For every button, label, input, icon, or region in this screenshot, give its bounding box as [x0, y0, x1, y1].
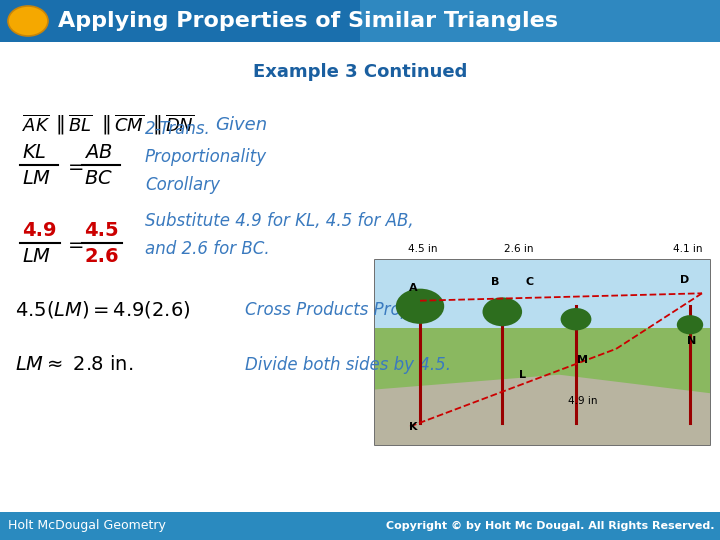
Text: L: L — [519, 370, 526, 380]
Text: 4.1 in: 4.1 in — [673, 244, 703, 254]
Text: Substitute 4.9 for KL, 4.5 for AB,
and 2.6 for BC.: Substitute 4.9 for KL, 4.5 for AB, and 2… — [145, 212, 413, 258]
FancyBboxPatch shape — [0, 512, 720, 540]
Ellipse shape — [8, 6, 48, 36]
Text: $\mathit{KL}$: $\mathit{KL}$ — [22, 143, 47, 161]
FancyBboxPatch shape — [375, 260, 710, 445]
Text: $\overline{\mathit{AK}}$: $\overline{\mathit{AK}}$ — [22, 114, 50, 136]
FancyBboxPatch shape — [0, 0, 720, 42]
Text: $4.5(\mathit{LM}) = 4.9(2.6)$: $4.5(\mathit{LM}) = 4.9(2.6)$ — [15, 300, 191, 321]
Text: D: D — [680, 275, 690, 285]
Text: C: C — [525, 277, 534, 287]
Text: 4.5 in: 4.5 in — [408, 244, 438, 254]
Text: Cross Products Prop.: Cross Products Prop. — [245, 301, 416, 319]
Text: $=$: $=$ — [64, 156, 84, 174]
Text: Example 3 Continued: Example 3 Continued — [253, 63, 467, 81]
Text: $\|$: $\|$ — [101, 113, 110, 137]
Ellipse shape — [561, 308, 591, 330]
Text: $\mathit{LM}$: $\mathit{LM}$ — [22, 246, 51, 266]
Text: K: K — [409, 422, 418, 431]
Text: $\mathit{AB}$: $\mathit{AB}$ — [84, 143, 112, 161]
Text: $\overline{\mathit{BL}}$: $\overline{\mathit{BL}}$ — [68, 114, 92, 136]
Text: $\|$: $\|$ — [55, 113, 64, 137]
FancyBboxPatch shape — [375, 260, 710, 367]
Text: 2.6: 2.6 — [84, 246, 119, 266]
Text: Given: Given — [215, 116, 267, 134]
Text: $=$: $=$ — [64, 233, 84, 253]
Text: 2-Trans.
Proportionality
Corollary: 2-Trans. Proportionality Corollary — [145, 120, 267, 194]
FancyBboxPatch shape — [375, 328, 710, 399]
Text: $\mathit{BC}$: $\mathit{BC}$ — [84, 168, 113, 187]
Text: 4.9: 4.9 — [22, 220, 56, 240]
Text: $\overline{\mathit{DN}}$: $\overline{\mathit{DN}}$ — [165, 114, 194, 136]
Polygon shape — [375, 375, 710, 445]
Text: M: M — [577, 355, 588, 365]
FancyBboxPatch shape — [360, 0, 720, 42]
Text: $\mathit{LM}$: $\mathit{LM}$ — [22, 168, 51, 187]
Text: Applying Properties of Similar Triangles: Applying Properties of Similar Triangles — [58, 11, 558, 31]
Text: Copyright © by Holt Mc Dougal. All Rights Reserved.: Copyright © by Holt Mc Dougal. All Right… — [385, 521, 714, 531]
Text: $\mathit{LM} \approx$ 2.8 in.: $\mathit{LM} \approx$ 2.8 in. — [15, 355, 133, 375]
Text: B: B — [492, 277, 500, 287]
Text: Divide both sides by 4.5.: Divide both sides by 4.5. — [245, 356, 451, 374]
Text: 4.5: 4.5 — [84, 220, 119, 240]
Text: N: N — [688, 336, 697, 346]
Ellipse shape — [396, 289, 444, 324]
Text: 4.9 in: 4.9 in — [568, 396, 598, 406]
Text: $\overline{\mathit{CM}}$: $\overline{\mathit{CM}}$ — [114, 114, 144, 136]
Text: Holt McDougal Geometry: Holt McDougal Geometry — [8, 519, 166, 532]
Ellipse shape — [482, 298, 522, 326]
Text: A: A — [409, 283, 418, 293]
Text: $\|$: $\|$ — [152, 113, 161, 137]
Ellipse shape — [677, 315, 703, 334]
Text: 2.6 in: 2.6 in — [504, 244, 534, 254]
